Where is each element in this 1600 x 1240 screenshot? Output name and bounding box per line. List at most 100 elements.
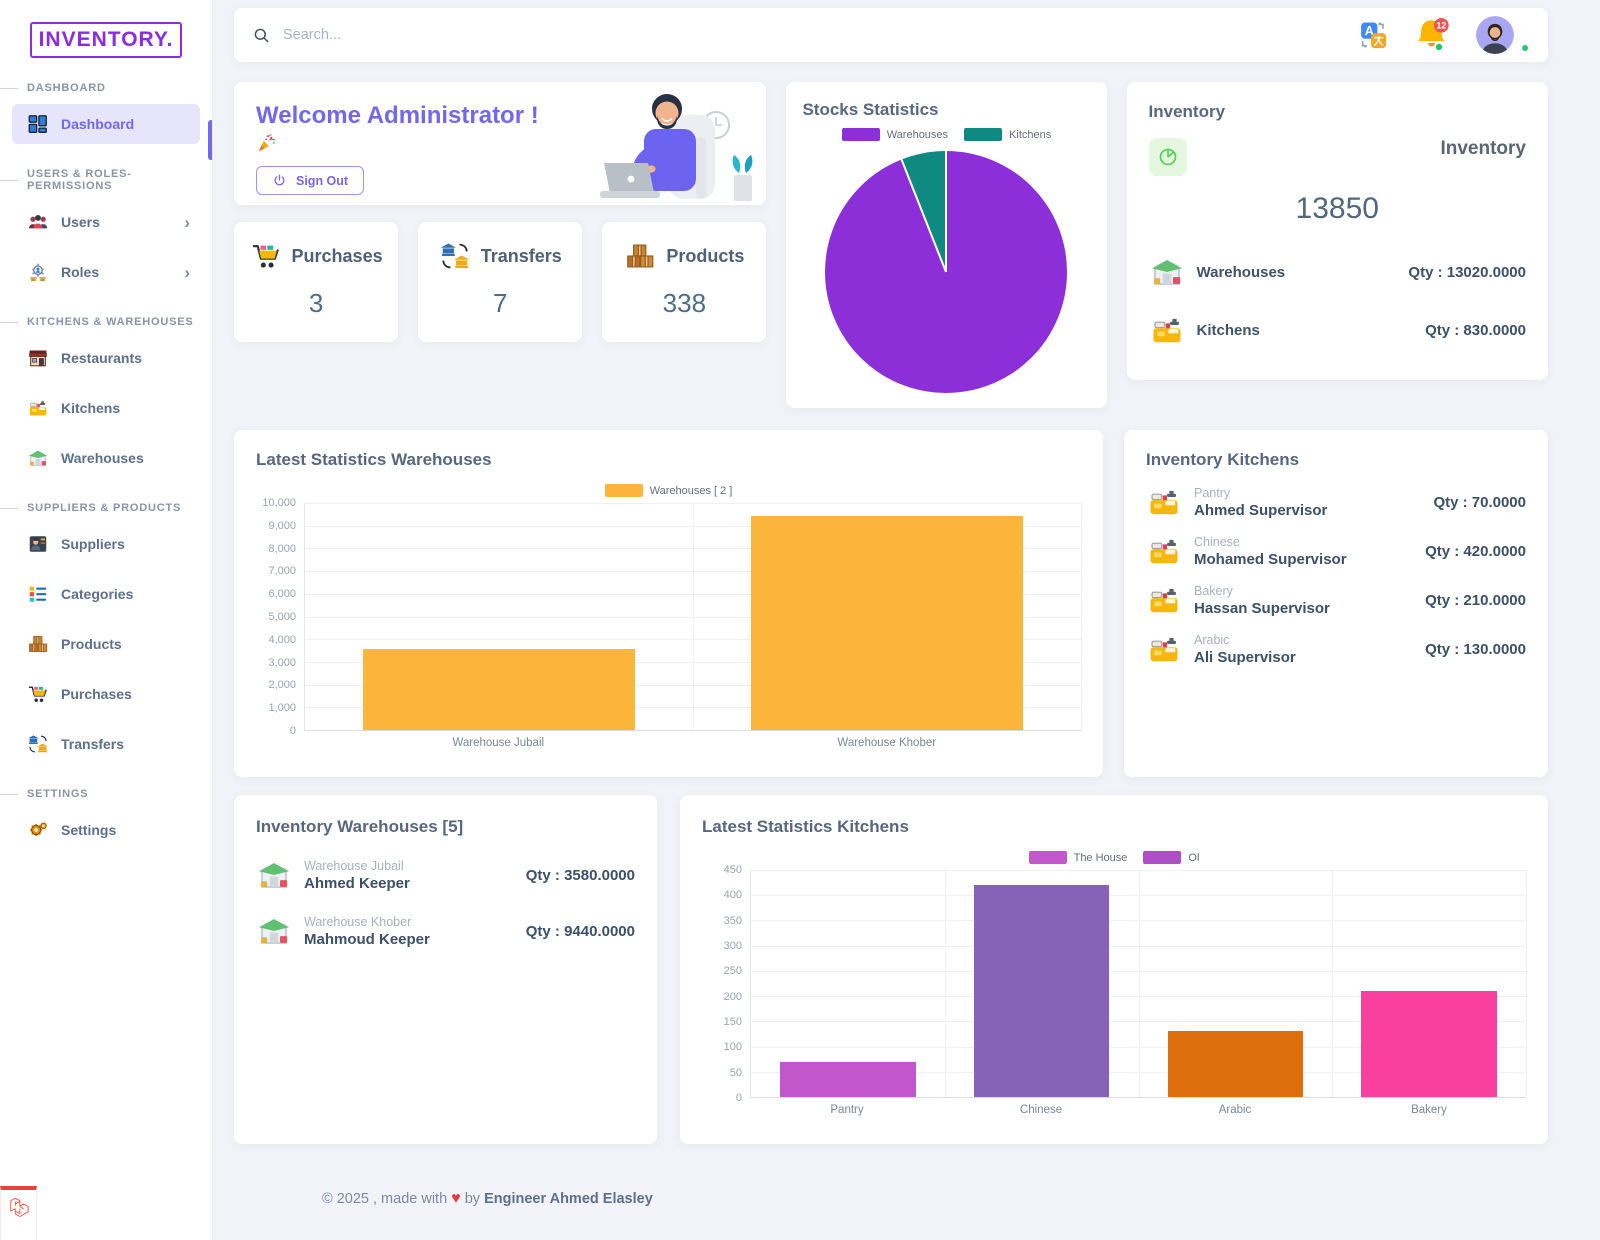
kitchens-icon — [27, 397, 49, 419]
sidebar-item-warehouses[interactable]: Warehouses — [12, 438, 200, 478]
sidebar-item-kitchens[interactable]: Kitchens — [12, 388, 200, 428]
app-logo[interactable]: INVENTORY. — [30, 22, 182, 58]
inventory-row-qty: Qty : 13020.0000 — [1408, 263, 1526, 281]
sign-out-button[interactable]: Sign Out — [256, 166, 365, 195]
inventory-summary-card: Inventory Inventory 13850 Warehouses Qty… — [1126, 82, 1548, 380]
footer-prefix: © 2025 , made with — [322, 1191, 448, 1207]
kitchens-bar-chart: The House Ol 0 50 100 150 200 250 300 350 400 450 Pa… — [702, 851, 1527, 1116]
sidebar-item-categories[interactable]: Categories — [12, 574, 200, 614]
list-item: Bakery Hassan Supervisor Qty : 210.0000 — [1146, 582, 1526, 618]
legend-item[interactable]: Ol — [1143, 851, 1199, 864]
sidebar-item-suppliers[interactable]: Suppliers — [12, 524, 200, 564]
sidebar-item-label: Settings — [61, 822, 117, 838]
list-item: Arabic Ali Supervisor Qty : 130.0000 — [1146, 631, 1526, 667]
user-avatar[interactable] — [1476, 16, 1514, 54]
inventory-card-title: Inventory — [1148, 102, 1226, 121]
gridline — [1081, 503, 1082, 730]
list-item-subtitle: Bakery — [1194, 583, 1233, 598]
restaurants-icon — [27, 347, 49, 369]
list-item-name: Ahmed Supervisor — [1194, 501, 1328, 519]
active-nav-indicator — [208, 120, 212, 160]
sidebar-item-label: Products — [61, 636, 122, 652]
stat-label: Products — [666, 245, 745, 266]
laravel-logo[interactable] — [0, 1186, 37, 1240]
stat-label: Transfers — [480, 245, 562, 266]
sidebar-item-settings[interactable]: Settings — [12, 810, 200, 850]
y-axis: 0 1,000 2,000 3,000 4,000 5,000 6,000 7,000 8,00… — [256, 497, 304, 737]
sidebar-item-restaurants[interactable]: Restaurants — [12, 338, 200, 378]
notifications-bell-icon[interactable]: 12 — [1412, 15, 1452, 55]
purchases-icon — [27, 683, 49, 705]
list-item-name: Mohamed Supervisor — [1194, 550, 1347, 568]
legend-item-warehouses[interactable]: Warehouses — [841, 128, 948, 141]
list-item-name: Hassan Supervisor — [1194, 599, 1330, 617]
inventory-kitchens-rows: Pantry Ahmed Supervisor Qty : 70.0000 Ch… — [1146, 484, 1526, 667]
legend-item[interactable]: The House — [1028, 851, 1128, 864]
y-tick-label: 10,000 — [262, 497, 296, 509]
power-icon — [274, 174, 285, 186]
y-tick-label: 100 — [723, 1041, 742, 1054]
chevron-right-icon: › — [184, 262, 190, 282]
stat-value: 338 — [662, 288, 707, 318]
legend-item-kitchens[interactable]: Kitchens — [964, 128, 1051, 141]
stat-value: 7 — [492, 288, 508, 318]
legend-swatch — [964, 128, 1003, 141]
nav-section-label: KITCHENS & WAREHOUSES — [0, 316, 212, 328]
bar-pantry — [780, 1061, 916, 1097]
topbar: A 12 — [234, 8, 1548, 62]
list-item: Warehouse Khober Mahmoud Keeper Qty : 94… — [256, 913, 635, 949]
gridline — [1138, 870, 1140, 1097]
heart-icon: ♥ — [451, 1190, 461, 1207]
x-axis: Pantry Chinese Arabic Bakery — [750, 1104, 1526, 1116]
sidebar-item-label: Transfers — [61, 736, 125, 752]
sidebar-item-roles[interactable]: Roles › — [12, 252, 200, 292]
products-icon — [624, 240, 656, 272]
stocks-pie-chart — [825, 151, 1068, 393]
transfers-icon — [439, 240, 471, 272]
search-icon — [254, 28, 269, 42]
stat-card-transfers: Transfers 7 — [418, 222, 583, 342]
pie-separator — [901, 159, 948, 273]
list-item-name: Mahmoud Keeper — [304, 930, 430, 948]
language-switcher-icon[interactable]: A — [1358, 20, 1388, 50]
sidebar-item-purchases[interactable]: Purchases — [12, 674, 200, 714]
main-content: A 12 — [213, 0, 1600, 1240]
sidebar-item-label: Kitchens — [61, 400, 121, 416]
sidebar: INVENTORY. DASHBOARD Dashboard USERS & R… — [0, 0, 213, 1240]
nav-section-label: USERS & ROLES-PERMISSIONS — [0, 168, 212, 192]
sidebar-item-label: Roles — [61, 264, 100, 280]
y-tick-label: 450 — [723, 864, 742, 876]
sidebar-item-products[interactable]: Products — [12, 624, 200, 664]
sidebar-item-transfers[interactable]: Transfers — [12, 724, 200, 764]
warehouses-chart-card: Latest Statistics Warehouses Warehouses … — [234, 430, 1103, 777]
sidebar-nav: DASHBOARD Dashboard USERS & ROLES-PERMIS… — [0, 82, 212, 850]
x-tick-label: Warehouse Jubail — [452, 737, 545, 749]
y-tick-label: 2,000 — [268, 679, 296, 692]
nav-section-label: SETTINGS — [0, 788, 212, 800]
warehouses-bar-chart: Warehouses [ 2 ] 0 1,000 2,000 3,000 4,000 5,0… — [256, 484, 1082, 749]
kitchens-chart-card: Latest Statistics Kitchens The House Ol 0 5… — [680, 795, 1548, 1144]
kitchens-icon — [1146, 631, 1182, 667]
nav-section-label: DASHBOARD — [0, 82, 212, 94]
welcome-title: Welcome Administrator ! — [256, 102, 539, 129]
list-item-subtitle: Warehouse Khober — [304, 914, 412, 929]
sidebar-item-label: Categories — [61, 586, 134, 602]
users-icon — [27, 211, 49, 233]
search-input[interactable] — [283, 27, 653, 43]
x-tick-label: Arabic — [1218, 1104, 1252, 1116]
gridline — [944, 870, 946, 1097]
welcome-illustration — [600, 94, 753, 201]
sidebar-item-dashboard[interactable]: Dashboard — [12, 104, 200, 144]
x-tick-label: Bakery — [1411, 1104, 1447, 1116]
party-popper-icon — [258, 134, 276, 152]
stat-card-purchases: Purchases 3 — [234, 222, 399, 342]
sidebar-item-users[interactable]: Users › — [12, 202, 200, 242]
y-tick-label: 0 — [289, 725, 296, 737]
bar-warehouse-jubail — [363, 648, 635, 730]
transfers-icon — [27, 733, 49, 755]
list-item-qty: Qty : 9440.0000 — [525, 922, 635, 940]
list-item-subtitle: Arabic — [1194, 632, 1230, 647]
legend-item[interactable]: Warehouses [ 2 ] — [604, 484, 732, 497]
legend-label: The House — [1073, 851, 1128, 864]
chart-legend: Warehouses [ 2 ] — [256, 484, 1081, 497]
